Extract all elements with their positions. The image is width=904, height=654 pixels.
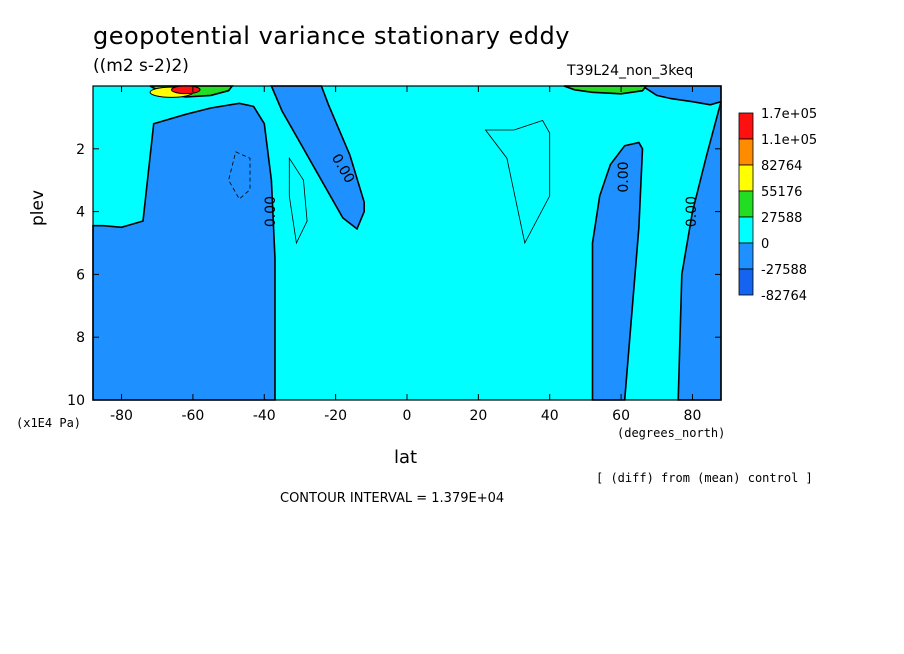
contour-region-negative-1 (270, 85, 366, 231)
x-tick-label: -80 (110, 408, 133, 424)
x-axis-units: (degrees_north) (617, 426, 726, 440)
x-tick-label: -40 (253, 408, 276, 424)
colorbar-label: 27588 (761, 211, 802, 226)
y-tick-label: 4 (76, 205, 85, 221)
x-tick-label: -60 (181, 408, 204, 424)
colorbar-swatch (738, 138, 754, 166)
experiment-label: T39L24_non_3keq (567, 63, 694, 79)
colorbar-swatch (738, 190, 754, 218)
colorbar-label: 1.7e+05 (761, 107, 817, 122)
surface-maximum-1 (171, 85, 201, 95)
contour-interval: CONTOUR INTERVAL = 1.379E+04 (280, 491, 505, 506)
colorbar-swatch (738, 112, 754, 140)
x-tick-label: 80 (684, 408, 702, 424)
colorbar-label: 0 (761, 237, 769, 252)
units-label: ((m2 s-2)2) (93, 56, 189, 76)
x-tick-label: 0 (403, 408, 412, 424)
colorbar-swatch (738, 164, 754, 192)
colorbar-label: 82764 (761, 159, 802, 174)
chart-title: geopotential variance stationary eddy (93, 22, 570, 50)
colorbar-label: -27588 (761, 263, 807, 278)
y-tick-label: 6 (76, 267, 85, 283)
thin-contour-0 (484, 120, 551, 245)
y-tick-label: 2 (76, 142, 85, 158)
colorbar-label: 55176 (761, 185, 802, 200)
colorbar-swatch (738, 216, 754, 244)
contour-label: 0.00 (263, 196, 279, 227)
contour-label: 0.00 (684, 196, 700, 227)
x-tick-label: 60 (612, 408, 630, 424)
x-tick-label: -20 (324, 408, 347, 424)
dashed-contour (228, 151, 251, 200)
y-tick-label: 10 (67, 393, 85, 409)
thin-contour-1 (288, 156, 308, 245)
colorbar-label: 1.1e+05 (761, 133, 817, 148)
colorbar-swatch (738, 268, 754, 296)
colorbar-swatch (738, 242, 754, 270)
colorbar-label: -82764 (761, 289, 807, 304)
x-tick-label: 20 (469, 408, 487, 424)
x-tick-label: 40 (541, 408, 559, 424)
y-axis-units: (x1E4 Pa) (16, 416, 82, 430)
contour-label: 0.00 (616, 161, 632, 192)
y-tick-label: 8 (76, 330, 85, 346)
contour-region-negative-2 (591, 141, 644, 401)
diff-note: [ (diff) from (mean) control ] (596, 471, 813, 485)
x-axis-label: lat (394, 447, 418, 468)
